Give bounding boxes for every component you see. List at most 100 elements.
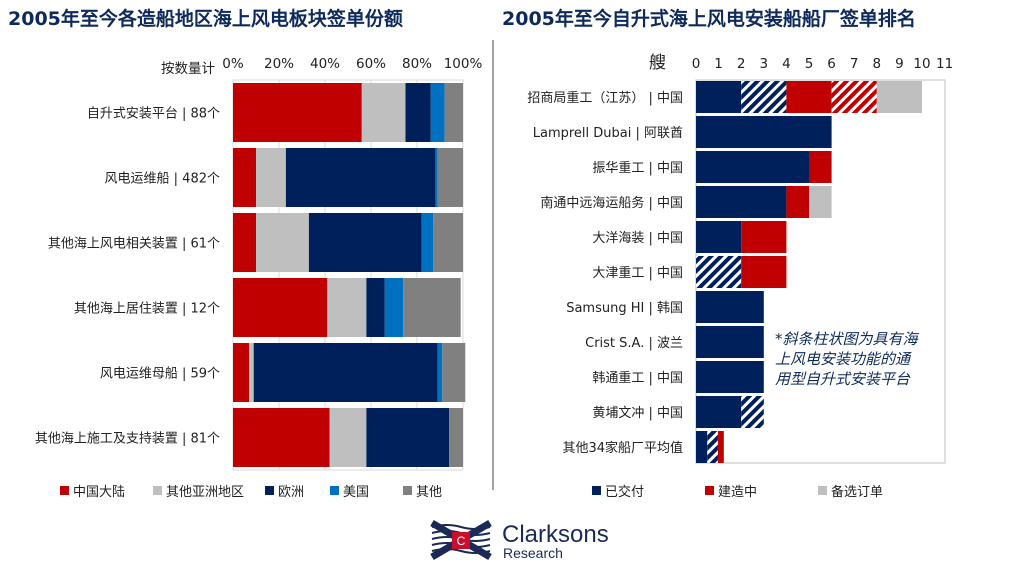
legend-label: 已交付 bbox=[605, 484, 644, 500]
x-tick-label: 8 bbox=[873, 56, 882, 72]
bar-segment bbox=[327, 278, 367, 337]
logo-name: Clarksons bbox=[502, 521, 609, 548]
x-tick-label: 80% bbox=[402, 56, 432, 72]
bar-segment bbox=[403, 278, 461, 337]
legend-swatch bbox=[592, 486, 601, 495]
bar-segment-hatched bbox=[831, 81, 877, 113]
bar-segment bbox=[437, 148, 463, 207]
bar-segment bbox=[696, 116, 832, 148]
x-tick-label: 7 bbox=[850, 56, 859, 72]
legend-swatch bbox=[265, 486, 274, 495]
clarksons-logo: C Clarksons Research bbox=[430, 519, 609, 561]
bar-segment bbox=[366, 278, 385, 337]
x-tick-label: 0 bbox=[692, 56, 701, 72]
right-chart-title: 2005年至今自升式海上风电安装船船厂签单排名 bbox=[502, 7, 916, 30]
bar-segment bbox=[696, 186, 787, 218]
legend-label: 其他 bbox=[416, 485, 442, 500]
left-x-label: 按数量计 bbox=[161, 61, 215, 77]
bar-segment bbox=[384, 278, 404, 337]
category-label: 大洋海装 | 中国 bbox=[592, 231, 683, 246]
category-label: 其他海上风电相关装置 | 61个 bbox=[48, 237, 220, 252]
bar-segment bbox=[444, 83, 463, 142]
bar-segment bbox=[435, 148, 438, 207]
bar-segment-hatched bbox=[741, 81, 787, 113]
bar-segment bbox=[696, 291, 764, 323]
x-tick-label: 11 bbox=[936, 56, 953, 72]
x-tick-label: 10 bbox=[913, 56, 930, 72]
bar-segment bbox=[366, 408, 450, 467]
legend-swatch bbox=[818, 486, 827, 495]
x-tick-label: 9 bbox=[895, 56, 904, 72]
right-annotation: *斜条柱状图为具有海 上风电安装功能的通 用型自升式安装平台 bbox=[775, 330, 920, 388]
x-tick-label: 5 bbox=[805, 56, 814, 72]
bar-segment bbox=[449, 408, 463, 467]
bar-segment-hatched bbox=[707, 431, 718, 463]
category-label: 风电运维船 | 482个 bbox=[105, 172, 220, 187]
left-chart-title: 2005年至今各造船地区海上风电板块签单份额 bbox=[8, 7, 403, 30]
legend-swatch bbox=[403, 486, 412, 495]
x-tick-label: 2 bbox=[737, 56, 746, 72]
bar-segment bbox=[249, 343, 254, 402]
x-tick-label: 100% bbox=[444, 56, 483, 72]
category-label: 黄埔文冲 | 中国 bbox=[592, 406, 683, 421]
legend-swatch bbox=[705, 486, 714, 495]
category-label: Samsung HI | 韩国 bbox=[566, 301, 683, 316]
logo-mark: C bbox=[457, 534, 466, 548]
x-tick-label: 3 bbox=[760, 56, 769, 72]
bar-segment bbox=[809, 186, 832, 218]
x-tick-label: 20% bbox=[264, 56, 294, 72]
legend-label: 建造中 bbox=[718, 485, 757, 500]
bar-segment bbox=[430, 83, 445, 142]
bar-segment bbox=[696, 431, 708, 463]
bar-segment bbox=[809, 151, 832, 183]
category-label: 招商局重工（江苏） | 中国 bbox=[527, 90, 683, 106]
category-label: 韩通重工 | 中国 bbox=[592, 370, 683, 386]
bar-segment bbox=[442, 343, 466, 402]
legend-label: 备选订单 bbox=[831, 484, 883, 500]
bar-segment bbox=[233, 148, 256, 207]
bar-segment bbox=[741, 256, 787, 288]
bar-segment bbox=[696, 396, 742, 428]
category-label: 其他海上居住装置 | 12个 bbox=[74, 302, 220, 317]
bar-segment bbox=[233, 213, 256, 272]
category-label: 自升式安装平台 | 88个 bbox=[87, 107, 220, 122]
bar-segment bbox=[696, 81, 742, 113]
bar-segment bbox=[233, 278, 328, 337]
x-tick-label: 4 bbox=[782, 56, 791, 72]
bar-segment bbox=[233, 408, 330, 467]
category-label: Lamprell Dubai | 阿联酋 bbox=[533, 125, 683, 141]
legend-swatch bbox=[330, 486, 339, 495]
bar-segment bbox=[253, 343, 438, 402]
plot-area bbox=[232, 79, 464, 471]
bar-segment bbox=[233, 83, 362, 142]
bar-segment bbox=[696, 221, 742, 253]
bar-segment bbox=[786, 186, 809, 218]
bar-segment bbox=[696, 326, 764, 358]
bar-segment bbox=[741, 221, 787, 253]
annotation-line: 用型自升式安装平台 bbox=[775, 370, 911, 388]
bar-segment bbox=[696, 361, 764, 393]
legend-label: 美国 bbox=[343, 485, 369, 500]
bar-segment bbox=[285, 148, 436, 207]
bar-segment-hatched bbox=[696, 256, 742, 288]
logo-sub: Research bbox=[503, 545, 563, 561]
bar-segment bbox=[876, 81, 922, 113]
x-tick-label: 6 bbox=[827, 56, 836, 72]
legend-swatch bbox=[153, 486, 162, 495]
bar-segment bbox=[361, 83, 406, 142]
category-label: 南通中远海运船务 | 中国 bbox=[540, 195, 683, 211]
bar-segment-hatched bbox=[741, 396, 764, 428]
bar-segment bbox=[717, 431, 724, 463]
bar-segment bbox=[256, 213, 309, 272]
bar-segment bbox=[329, 408, 367, 467]
bar-segment bbox=[308, 213, 422, 272]
legend-label: 中国大陆 bbox=[73, 484, 125, 500]
logo-flag-icon: C bbox=[430, 519, 492, 561]
bar-segment bbox=[433, 213, 463, 272]
category-label: 风电运维母船 | 59个 bbox=[100, 367, 220, 382]
annotation-line: 上风电安装功能的通 bbox=[775, 350, 912, 368]
category-label: 大津重工 | 中国 bbox=[592, 265, 683, 281]
bar-segment bbox=[696, 151, 809, 183]
bar-segment bbox=[233, 343, 250, 402]
